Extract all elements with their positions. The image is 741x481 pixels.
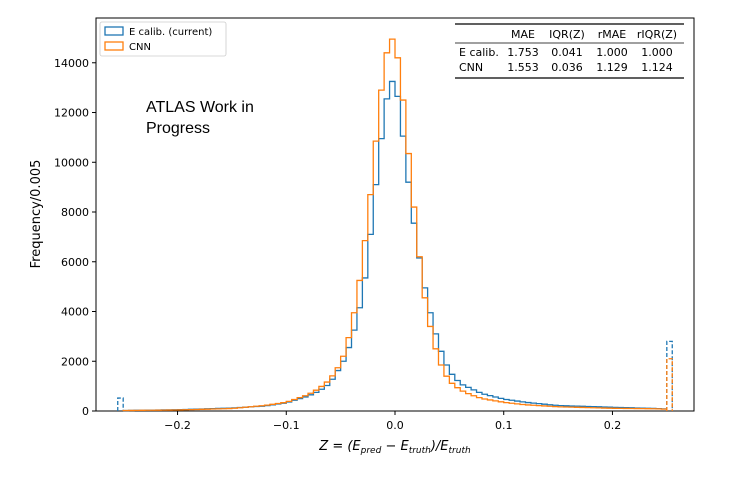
plot-frame bbox=[95, 17, 695, 412]
metrics-table: MAE IQR(Z) rMAE rIQR(Z) E calib. 1.753 0… bbox=[455, 23, 684, 79]
legend: E calib. (current) CNN bbox=[99, 21, 227, 57]
table-row-label: E calib. bbox=[459, 46, 499, 59]
legend-label-e-calib: E calib. (current) bbox=[129, 27, 212, 38]
table-cell: 1.753 bbox=[507, 46, 539, 59]
y-tick-label: 14000 bbox=[54, 57, 89, 70]
legend-box bbox=[99, 21, 227, 57]
atlas-annotation-line2: Progress bbox=[146, 120, 210, 137]
y-tick-label: 2000 bbox=[61, 355, 89, 368]
table-header-iqr: IQR(Z) bbox=[549, 28, 585, 41]
y-tick-label: 12000 bbox=[54, 107, 89, 120]
histogram-series-1 bbox=[122, 38, 668, 412]
table-cell: 0.036 bbox=[551, 61, 583, 74]
y-tick-label: 6000 bbox=[61, 256, 89, 269]
x-axis-label: Z = (Epred − Etruth)/Etruth bbox=[318, 439, 471, 456]
overflow-bin-0-1 bbox=[666, 340, 673, 411]
x-tick-label: 0.0 bbox=[386, 419, 404, 432]
table-cell: 0.041 bbox=[551, 46, 583, 59]
table-cell: 1.553 bbox=[507, 61, 539, 74]
table-cell: 1.000 bbox=[596, 46, 628, 59]
x-tick-label: −0.1 bbox=[273, 419, 300, 432]
atlas-annotation-line1: ATLAS Work in bbox=[146, 99, 254, 116]
y-tick-label: 4000 bbox=[61, 306, 89, 319]
table-cell: 1.124 bbox=[641, 61, 673, 74]
y-axis-label: Frequency/0.005 bbox=[29, 160, 44, 269]
overflow-bin-0-0 bbox=[117, 397, 124, 411]
y-tick-label: 10000 bbox=[54, 156, 89, 169]
table-cell: 1.129 bbox=[596, 61, 628, 74]
y-tick-label: 0 bbox=[82, 405, 89, 418]
table-header-mae: MAE bbox=[511, 28, 535, 41]
x-tick-label: −0.2 bbox=[164, 419, 191, 432]
y-tick-label: 8000 bbox=[61, 206, 89, 219]
table-header-rmae: rMAE bbox=[598, 28, 627, 41]
overflow-bin-1-1 bbox=[666, 358, 673, 411]
legend-swatch-e-calib bbox=[104, 26, 124, 36]
x-tick-label: 0.1 bbox=[495, 419, 513, 432]
legend-swatch-cnn bbox=[104, 41, 124, 51]
table-cell: 1.000 bbox=[641, 46, 673, 59]
legend-label-cnn: CNN bbox=[129, 42, 151, 53]
x-tick-label: 0.2 bbox=[604, 419, 622, 432]
table-row-label: CNN bbox=[459, 61, 483, 74]
table-header-riqr: rIQR(Z) bbox=[637, 28, 677, 41]
